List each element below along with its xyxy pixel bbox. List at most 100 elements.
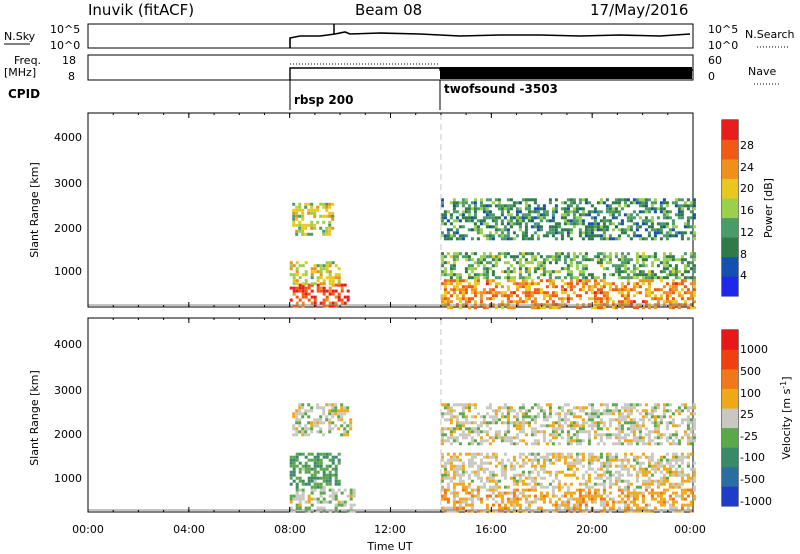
- heatmap-cell: [494, 473, 498, 477]
- heatmap-cell: [608, 234, 612, 238]
- heatmap-cell: [692, 479, 696, 483]
- heatmap-cell: [659, 464, 663, 468]
- heatmap-cell: [476, 427, 480, 431]
- heatmap-cell: [668, 433, 672, 437]
- heatmap-cell: [632, 216, 636, 220]
- heatmap-cell: [608, 476, 612, 480]
- heatmap-cell: [491, 270, 495, 274]
- heatmap-cell: [584, 234, 588, 238]
- heatmap-cell: [614, 500, 618, 504]
- heatmap-cell: [566, 282, 570, 286]
- heatmap-cell: [464, 207, 468, 211]
- heatmap-cell: [644, 427, 648, 431]
- heatmap-cell: [518, 276, 522, 280]
- heatmap-cell: [638, 491, 642, 495]
- heatmap-cell: [337, 279, 341, 283]
- heatmap-cell: [542, 461, 546, 465]
- heatmap-cell: [455, 418, 459, 422]
- heatmap-cell: [301, 208, 305, 212]
- velocity-colorbar-swatch: [722, 369, 738, 389]
- heatmap-cell: [512, 415, 516, 419]
- heatmap-cell: [623, 436, 627, 440]
- heatmap-cell: [563, 455, 567, 459]
- heatmap-cell: [322, 264, 326, 268]
- heatmap-cell: [295, 427, 299, 431]
- heatmap-cell: [485, 198, 489, 202]
- heatmap-cell: [446, 482, 450, 486]
- heatmap-cell: [464, 403, 468, 407]
- heatmap-cell: [464, 267, 468, 271]
- heatmap-cell: [644, 216, 648, 220]
- heatmap-cell: [605, 455, 609, 459]
- heatmap-cell: [292, 202, 296, 206]
- heatmap-cell: [340, 283, 344, 287]
- heatmap-cell: [665, 476, 669, 480]
- heatmap-cell: [683, 455, 687, 459]
- heatmap-cell: [467, 427, 471, 431]
- heatmap-cell: [650, 264, 654, 268]
- heatmap-cell: [608, 424, 612, 428]
- heatmap-cell: [322, 433, 326, 437]
- heatmap-cell: [295, 491, 299, 495]
- heatmap-cell: [295, 279, 299, 283]
- heatmap-cell: [641, 418, 645, 422]
- heatmap-cell: [611, 288, 615, 292]
- heatmap-cell: [617, 485, 621, 489]
- heatmap-cell: [632, 421, 636, 425]
- heatmap-cell: [295, 217, 299, 221]
- heatmap-cell: [620, 264, 624, 268]
- heatmap-cell: [316, 418, 320, 422]
- heatmap-cell: [551, 210, 555, 214]
- heatmap-cell: [650, 204, 654, 208]
- heatmap-cell: [602, 421, 606, 425]
- heatmap-cell: [542, 455, 546, 459]
- heatmap-cell: [614, 288, 618, 292]
- heatmap-cell: [325, 270, 329, 274]
- heatmap-cell: [596, 228, 600, 232]
- heatmap-cell: [581, 237, 585, 241]
- heatmap-cell: [575, 506, 579, 510]
- heatmap-cell: [596, 201, 600, 205]
- heatmap-cell: [319, 270, 323, 274]
- heatmap-cell: [569, 201, 573, 205]
- heatmap-cell: [295, 205, 299, 209]
- heatmap-cell: [464, 288, 468, 292]
- heatmap-cell: [334, 283, 338, 287]
- heatmap-cell: [665, 439, 669, 443]
- heatmap-cell: [476, 228, 480, 232]
- velocity-ytick-1000: 1000: [54, 472, 82, 485]
- heatmap-cell: [331, 276, 335, 280]
- heatmap-cell: [476, 470, 480, 474]
- heatmap-cell: [533, 403, 537, 407]
- heatmap-cell: [635, 201, 639, 205]
- heatmap-cell: [443, 216, 447, 220]
- heatmap-cell: [572, 506, 576, 510]
- heatmap-cell: [349, 488, 353, 492]
- heatmap-cell: [596, 415, 600, 419]
- heatmap-cell: [536, 415, 540, 419]
- heatmap-cell: [313, 497, 317, 501]
- heatmap-cell: [506, 234, 510, 238]
- heatmap-cell: [485, 412, 489, 416]
- heatmap-cell: [671, 267, 675, 271]
- heatmap-cell: [521, 300, 525, 304]
- heatmap-cell: [494, 285, 498, 289]
- heatmap-cell: [575, 442, 579, 446]
- heatmap-cell: [527, 207, 531, 211]
- heatmap-cell: [443, 497, 447, 501]
- heatmap-cell: [500, 252, 504, 256]
- heatmap-cell: [665, 452, 669, 456]
- heatmap-cell: [488, 267, 492, 271]
- heatmap-cell: [587, 297, 591, 301]
- heatmap-cell: [476, 464, 480, 468]
- heatmap-cell: [301, 464, 305, 468]
- heatmap-cell: [575, 461, 579, 465]
- heatmap-cell: [590, 418, 594, 422]
- heatmap-cell: [572, 276, 576, 280]
- nsearch-label: N.Search: [745, 28, 795, 41]
- heatmap-cell: [665, 291, 669, 295]
- heatmap-cell: [602, 285, 606, 289]
- heatmap-cell: [611, 482, 615, 486]
- heatmap-cell: [629, 237, 633, 241]
- heatmap-cell: [497, 252, 501, 256]
